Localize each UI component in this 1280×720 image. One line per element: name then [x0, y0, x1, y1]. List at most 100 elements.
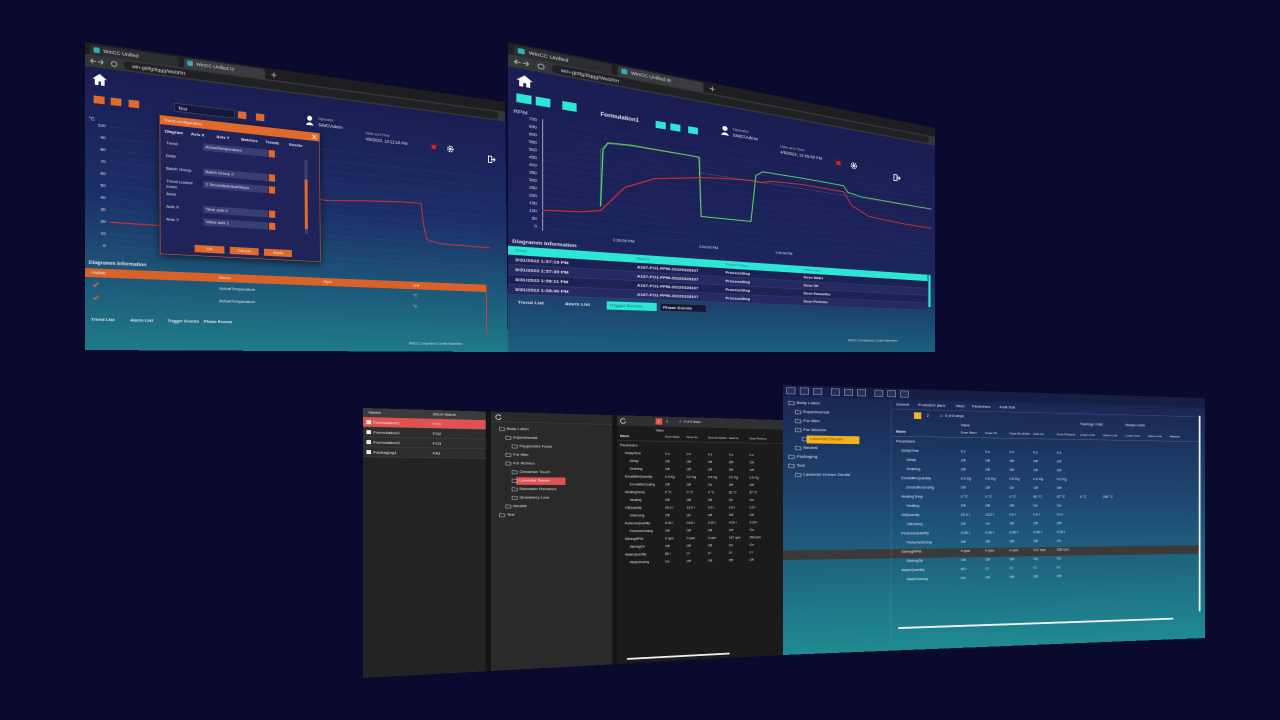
- tree-node[interactable]: For Women: [513, 461, 535, 466]
- toolbar-button[interactable]: [857, 389, 866, 396]
- param-value: Off: [665, 460, 669, 464]
- field-input[interactable]: 2 SecondsActualSteps: [203, 181, 268, 194]
- bottom-tab[interactable]: Phase Events: [204, 319, 233, 325]
- toolbar-button[interactable]: [887, 390, 896, 397]
- tree-node[interactable]: Lavender Dream: [519, 478, 550, 483]
- tree-node[interactable]: Test: [507, 512, 515, 517]
- dialog-tab[interactable]: Diagram: [165, 129, 183, 136]
- toolbar-button[interactable]: [813, 388, 822, 395]
- toolbar-button[interactable]: [111, 97, 122, 106]
- toolbar-button[interactable]: [238, 111, 247, 119]
- dropdown-button[interactable]: [269, 186, 275, 194]
- bottom-tab[interactable]: Alarm List: [562, 300, 603, 310]
- param-value: Off: [687, 499, 691, 503]
- tree-node[interactable]: Body Lotion: [797, 400, 821, 405]
- param-value: 0 l: [687, 552, 690, 556]
- toolbar-button[interactable]: [900, 391, 908, 398]
- tree-node[interactable]: Lavender Dream Gentle: [803, 472, 850, 477]
- dropdown-button[interactable]: [269, 223, 275, 230]
- field-input[interactable]: ActualTemperature: [203, 143, 267, 157]
- new-tab[interactable]: [710, 86, 715, 92]
- tree-node[interactable]: Neutral: [513, 504, 526, 509]
- param-value: Off: [750, 484, 754, 488]
- tree-node[interactable]: For Men: [513, 452, 528, 457]
- tab[interactable]: Production plans: [918, 404, 945, 409]
- bottom-tab[interactable]: Trend List: [91, 317, 114, 323]
- toolbar-button[interactable]: [656, 121, 666, 130]
- toolbar-button[interactable]: [875, 390, 884, 397]
- page-button[interactable]: 2: [664, 418, 671, 425]
- tab[interactable]: Audit Trail: [999, 406, 1015, 410]
- refresh-button[interactable]: [620, 418, 626, 424]
- tab[interactable]: Parameters: [972, 405, 990, 409]
- icon-shape: [538, 64, 544, 70]
- h-scroll-thumb[interactable]: [898, 618, 1173, 629]
- dialog-tab[interactable]: Batches: [241, 137, 258, 144]
- home-button[interactable]: [91, 71, 108, 87]
- tab[interactable]: General: [896, 403, 909, 407]
- toolbar-button[interactable]: [831, 388, 840, 395]
- tree-node[interactable]: For Men: [803, 418, 820, 423]
- tree-node[interactable]: Test: [797, 463, 805, 468]
- tree-node[interactable]: Strawberry Love: [519, 495, 549, 500]
- dialog-tab[interactable]: Trends: [265, 140, 279, 146]
- tree-node[interactable]: Peppermint Fresh: [519, 444, 552, 449]
- toolbar-button[interactable]: [800, 388, 809, 395]
- toolbar-button[interactable]: [688, 126, 698, 134]
- page-button[interactable]: 2: [924, 412, 931, 419]
- new-tab[interactable]: [271, 72, 276, 78]
- alarm-icon[interactable]: [430, 142, 437, 150]
- tree-node[interactable]: Cinnamon Touch: [519, 470, 550, 475]
- param-value: On: [708, 484, 712, 488]
- toolbar-button[interactable]: [129, 100, 140, 109]
- page-summary: 1 - 5 of 8 steps: [679, 420, 701, 424]
- tree-node[interactable]: Experimental: [803, 409, 829, 414]
- bottom-tab[interactable]: Alarm List: [130, 318, 153, 324]
- tab[interactable]: Steps: [956, 405, 965, 409]
- dropdown-button[interactable]: [269, 174, 275, 182]
- toolbar-button[interactable]: [670, 123, 680, 132]
- tree-node[interactable]: Lavender Dream: [810, 436, 843, 441]
- dialog-close[interactable]: [312, 135, 316, 139]
- refresh-button[interactable]: [495, 414, 501, 420]
- dialog-button[interactable]: Apply: [264, 249, 292, 258]
- toolbar-button[interactable]: [256, 113, 264, 121]
- field-input[interactable]: Batch Group 2: [203, 168, 268, 181]
- param-value: 0.0 l: [729, 506, 735, 510]
- scroll-thumb[interactable]: [305, 179, 308, 229]
- bottom-tab[interactable]: Trend List: [515, 298, 558, 308]
- param-value: Off: [729, 559, 733, 563]
- dropdown-button[interactable]: [269, 210, 275, 218]
- visible-check[interactable]: [92, 282, 99, 287]
- dialog-tab[interactable]: Axis X: [191, 132, 205, 138]
- v-scroll-thumb[interactable]: [1199, 416, 1201, 612]
- param-value: 0 °C: [708, 491, 714, 495]
- tree-node[interactable]: Body Lotion: [507, 426, 529, 431]
- bottom-tab[interactable]: Phase Events: [660, 303, 706, 312]
- tree-node[interactable]: Packaging: [797, 454, 818, 459]
- page-button[interactable]: 1: [914, 412, 921, 419]
- param-value: 0 °C: [687, 491, 693, 495]
- dropdown-button[interactable]: [269, 150, 275, 158]
- field-input[interactable]: Time axis 2: [203, 206, 268, 218]
- dialog-button[interactable]: Cancel: [230, 247, 259, 256]
- visible-check[interactable]: [92, 295, 99, 300]
- bottom-tab[interactable]: Trigger Events: [607, 301, 657, 311]
- toolbar-button[interactable]: [844, 389, 853, 396]
- scroll-thumb[interactable]: [928, 275, 930, 307]
- page-button[interactable]: 1: [656, 418, 663, 425]
- dialog-tab[interactable]: Events: [289, 142, 302, 148]
- param-value: Off: [750, 514, 754, 518]
- tree-node[interactable]: For Women: [803, 427, 826, 432]
- tree-node[interactable]: Experimental: [513, 435, 537, 440]
- settings-icon[interactable]: [447, 145, 454, 153]
- toolbar-button[interactable]: [786, 387, 795, 394]
- param-value: 0.0 l: [1033, 513, 1040, 517]
- dialog-tab[interactable]: Axis Y: [216, 134, 229, 140]
- dialog-button[interactable]: OK: [195, 245, 225, 254]
- toolbar-button[interactable]: [94, 95, 105, 104]
- tree-node[interactable]: Rainwater Romance: [519, 487, 556, 492]
- bottom-tab[interactable]: Trigger Events: [168, 318, 200, 324]
- field-input[interactable]: Value axis 1: [203, 218, 268, 229]
- tree-node[interactable]: Neutral: [803, 445, 817, 450]
